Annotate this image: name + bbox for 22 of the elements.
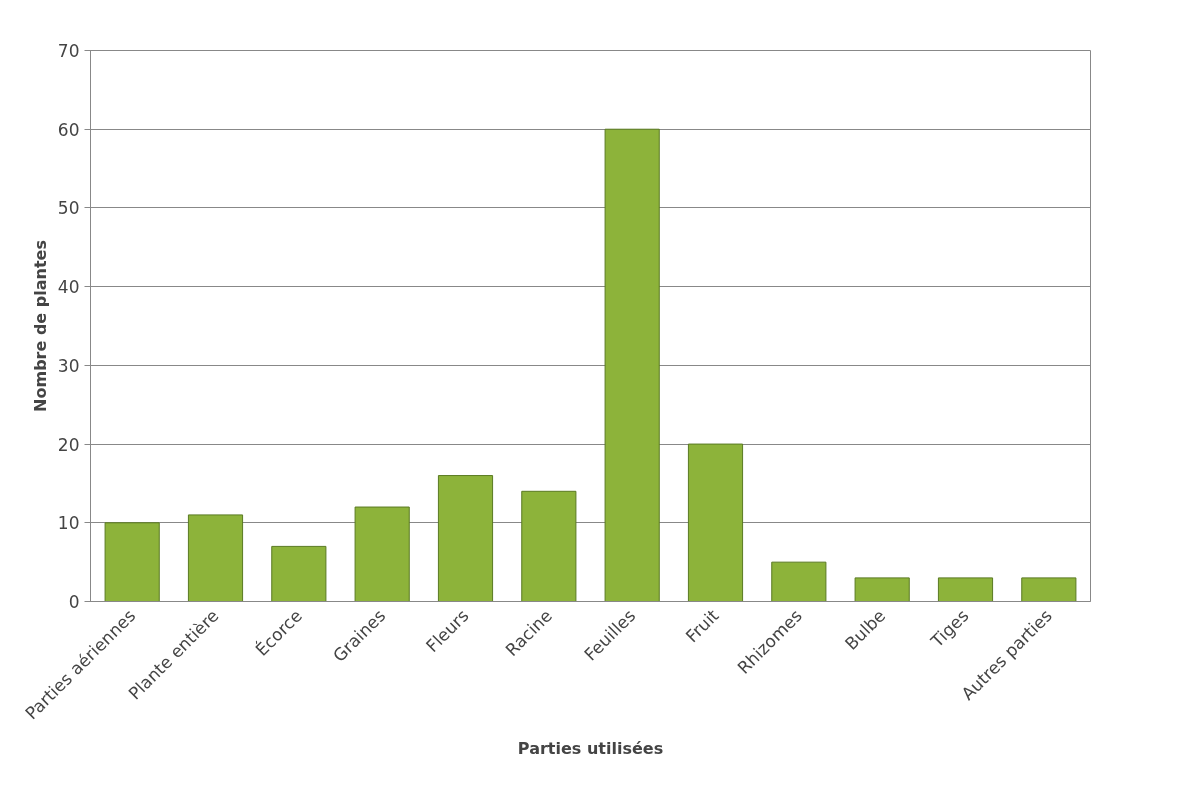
bar xyxy=(854,577,910,602)
y-tick-label: 60 xyxy=(57,119,80,140)
y-tick-label: 10 xyxy=(57,513,80,534)
y-tick-label: 50 xyxy=(57,198,80,219)
y-tick-label: 40 xyxy=(57,277,80,298)
y-tick-label: 30 xyxy=(57,355,80,376)
bar xyxy=(354,506,410,602)
bar xyxy=(604,128,660,602)
y-tick-label: 70 xyxy=(57,41,80,61)
bar xyxy=(437,475,494,602)
bar xyxy=(104,522,160,602)
bar xyxy=(771,561,827,602)
x-axis-title: Parties utilisées xyxy=(517,738,664,758)
bar xyxy=(687,443,744,602)
bar xyxy=(521,490,577,602)
bar xyxy=(187,514,244,602)
bar xyxy=(1021,577,1077,602)
bar xyxy=(271,545,327,602)
bar xyxy=(937,577,994,602)
y-axis-title: Nombre de plantes xyxy=(30,240,50,412)
y-tick-label: 0 xyxy=(68,592,80,612)
y-tick-label: 20 xyxy=(57,434,80,455)
